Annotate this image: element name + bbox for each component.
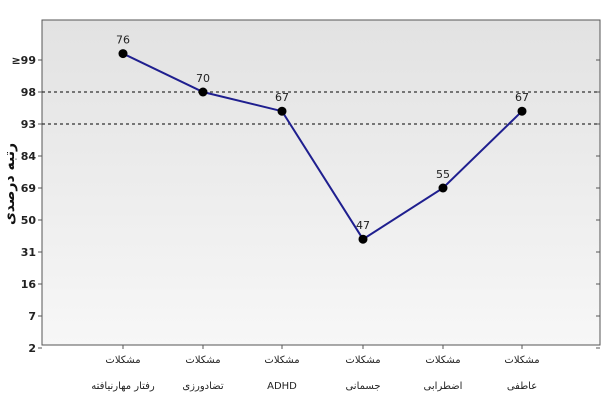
- data-label: 55: [436, 168, 450, 181]
- data-label: 76: [116, 34, 130, 47]
- x-category-label-line1: مشکلات: [345, 355, 380, 366]
- y-tick-label: 16: [21, 278, 37, 291]
- data-label: 70: [196, 72, 210, 85]
- y-tick-label: 50: [21, 214, 37, 227]
- y-tick-label: 69: [21, 182, 36, 195]
- y-tick-label: 7: [28, 310, 36, 323]
- x-category-label-line2: جسمانی: [345, 381, 380, 392]
- x-category-label-line1: مشکلات: [504, 355, 539, 366]
- y-tick-label: ≥99: [11, 54, 36, 67]
- y-axis-label: رتبه درصدی: [2, 143, 18, 225]
- data-label: 67: [275, 91, 289, 104]
- plot-area: [41, 19, 601, 346]
- data-point: [118, 49, 128, 59]
- x-category-label-line1: مشکلات: [185, 355, 220, 366]
- x-category-label-line2: عاطفی: [507, 381, 537, 392]
- data-point: [358, 234, 368, 244]
- data-point: [277, 106, 287, 116]
- y-tick-label: 84: [21, 150, 37, 163]
- y-tick-label: 31: [21, 246, 36, 259]
- data-label: 67: [515, 91, 529, 104]
- x-category-label-line2: رفتار مهارنیافته: [91, 381, 155, 392]
- x-category-label-line1: مشکلات: [425, 355, 460, 366]
- data-label: 47: [356, 219, 370, 232]
- x-category-label-line1: مشکلات: [264, 355, 299, 366]
- x-category-label-line2: تضادورزی: [182, 381, 223, 392]
- x-category-label-line2: ADHD: [267, 381, 297, 392]
- data-point: [517, 106, 527, 116]
- x-category-label-line2: اضطرابی: [424, 381, 463, 392]
- y-tick-label: 93: [21, 118, 36, 131]
- series-line: [122, 52, 523, 241]
- data-point: [198, 87, 208, 97]
- y-tick-label: 98: [21, 86, 36, 99]
- data-point: [438, 183, 448, 193]
- x-category-label-line1: مشکلات: [105, 355, 140, 366]
- y-tick-label: 2: [28, 342, 36, 355]
